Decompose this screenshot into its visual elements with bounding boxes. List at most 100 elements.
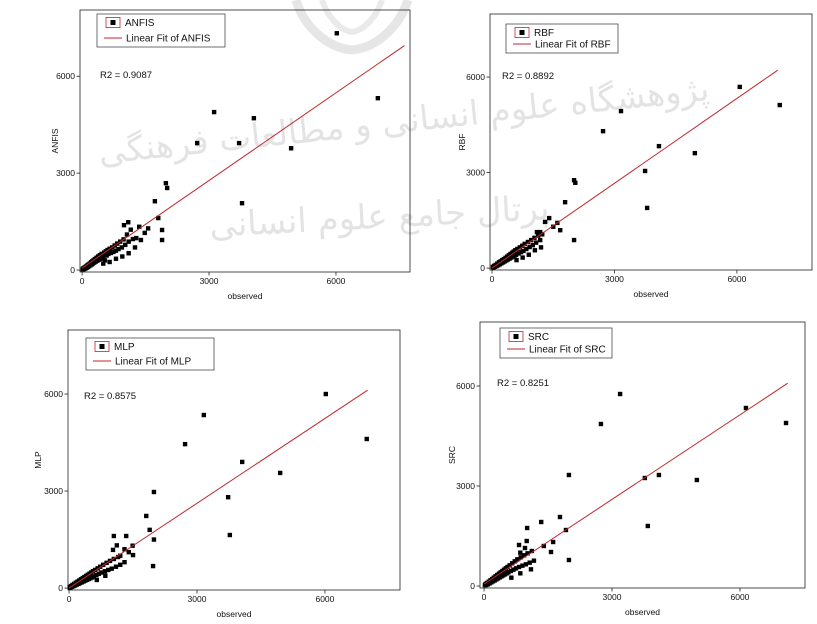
data-point xyxy=(538,245,544,250)
fit-line xyxy=(483,382,789,585)
data-point xyxy=(118,562,123,567)
x-tick-label: 0 xyxy=(482,592,487,602)
data-point xyxy=(525,551,530,556)
x-axis-label: observed xyxy=(228,291,263,301)
data-point xyxy=(533,240,539,245)
data-point xyxy=(100,562,106,567)
data-point xyxy=(151,489,157,495)
data-point xyxy=(511,567,516,572)
data-point xyxy=(110,547,116,553)
legend-marker-frame xyxy=(94,341,110,352)
watermark-line-1: پژوهشگاه علوم انسانی و مطالعات فرهنگی xyxy=(97,69,712,173)
legend: ANFIS Linear Fit of ANFIS xyxy=(96,13,226,48)
chart-panels: 0 3000 6000 0 3000 6000 observed ANFIS R2 = 0.90… xyxy=(33,9,813,619)
x-axis-label: observed xyxy=(217,609,252,619)
data-point xyxy=(743,405,749,411)
data-point xyxy=(121,222,127,228)
data-point xyxy=(530,242,536,248)
data-point xyxy=(147,527,152,533)
plot-frame xyxy=(489,13,813,271)
data-point xyxy=(522,545,528,551)
x-axis-label: observed xyxy=(634,289,669,299)
data-point xyxy=(107,259,112,265)
legend-marker-frame xyxy=(514,27,530,38)
x-tick-label: 6000 xyxy=(315,594,334,604)
data-point xyxy=(598,421,604,427)
r2-annotation: R2 = 0.8892 xyxy=(502,71,554,82)
y-tick-label: 0 xyxy=(480,263,485,273)
data-point xyxy=(522,241,527,247)
data-point xyxy=(251,116,257,121)
data-point xyxy=(524,246,529,252)
data-point xyxy=(513,566,519,571)
data-point xyxy=(111,533,117,539)
y-axis-label: MLP xyxy=(33,451,43,469)
data-point xyxy=(557,514,563,520)
y-tick-label: 3000 xyxy=(466,168,485,178)
data-point xyxy=(551,224,556,229)
data-point xyxy=(527,560,532,565)
data-point xyxy=(528,567,534,572)
data-point xyxy=(532,248,538,253)
y-tick-label: 3000 xyxy=(44,486,63,496)
legend-label-scatter: ANFIS xyxy=(125,18,155,29)
data-point xyxy=(656,472,662,478)
x-tick-label: 3000 xyxy=(603,592,622,602)
fit-line xyxy=(68,389,368,589)
legend-label-scatter: RBF xyxy=(534,28,554,39)
data-point xyxy=(159,227,165,233)
data-point xyxy=(144,513,149,519)
data-point xyxy=(94,572,99,578)
data-point xyxy=(102,569,108,574)
data-point xyxy=(506,570,511,575)
legend-label-fit: Linear Fit of RBF xyxy=(535,40,611,51)
data-point xyxy=(507,563,512,568)
data-point xyxy=(98,564,103,569)
x-tick-label: 6000 xyxy=(730,592,749,602)
legend-marker-frame xyxy=(508,331,524,342)
fit-line xyxy=(491,69,779,269)
data-point xyxy=(130,236,136,242)
data-point xyxy=(145,226,151,231)
data-point xyxy=(656,143,662,149)
data-point xyxy=(130,552,136,558)
legend-marker-square xyxy=(513,334,519,339)
data-point xyxy=(138,237,144,243)
data-point xyxy=(508,568,514,574)
legend-marker-square xyxy=(99,344,105,349)
y-axis-label: ANFIS xyxy=(50,128,60,153)
y-tick-label: 6000 xyxy=(466,72,485,82)
data-point xyxy=(288,146,294,151)
data-point xyxy=(562,199,568,205)
scatter-panel-mlp: 0 3000 6000 0 3000 6000 observed MLP R2 = 0.8575… xyxy=(33,329,401,619)
x-axis-label: observed xyxy=(625,607,660,617)
data-point xyxy=(520,243,525,248)
data-point xyxy=(116,246,121,252)
watermark-logo xyxy=(291,0,413,55)
r2-annotation: R2 = 0.8575 xyxy=(84,391,136,402)
data-point xyxy=(277,470,283,476)
data-point xyxy=(527,244,532,250)
data-point xyxy=(518,249,524,255)
data-point xyxy=(531,558,537,563)
data-point xyxy=(546,215,552,221)
y-tick-label: 6000 xyxy=(56,71,75,81)
data-point xyxy=(113,256,119,261)
data-point xyxy=(514,257,519,263)
data-point xyxy=(92,567,98,573)
legend: MLP Linear Fit of MLP xyxy=(85,337,215,371)
x-tick-label: 3000 xyxy=(188,594,207,604)
data-point xyxy=(558,228,563,233)
data-point xyxy=(239,200,245,206)
data-point xyxy=(119,245,125,250)
data-point xyxy=(201,412,207,418)
plot-frame xyxy=(67,329,401,591)
data-point xyxy=(113,248,119,253)
scatter-panel-anfis: 0 3000 6000 0 3000 6000 observed ANFIS R2 = 0.90… xyxy=(50,9,411,301)
data-point xyxy=(645,523,651,529)
data-point xyxy=(109,566,114,571)
data-point xyxy=(600,128,606,134)
data-point xyxy=(644,205,650,211)
legend-marker-frame xyxy=(105,17,121,28)
